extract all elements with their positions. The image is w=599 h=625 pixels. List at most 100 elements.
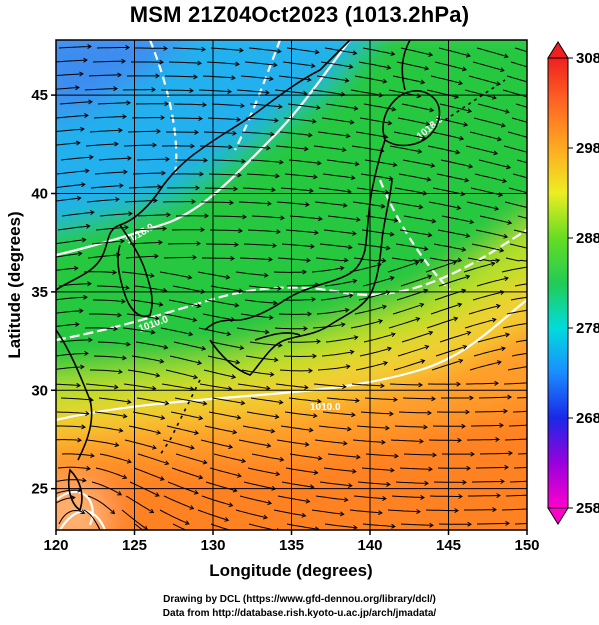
streamline-arrowhead <box>503 408 508 414</box>
streamline-arrowhead <box>426 176 432 182</box>
streamline-arrowhead <box>154 315 160 321</box>
streamline-arrowhead <box>347 244 353 250</box>
streamline <box>208 411 241 419</box>
streamline-arrowhead <box>383 134 389 140</box>
streamline-arrowhead <box>268 314 274 320</box>
streamline <box>173 103 207 106</box>
streamline-arrowhead <box>352 525 358 530</box>
streamline <box>358 291 391 301</box>
streamline <box>58 283 91 287</box>
streamline <box>56 439 82 441</box>
streamline-arrowhead <box>239 345 245 351</box>
streamline <box>132 411 165 419</box>
streamline <box>245 355 278 361</box>
streamline <box>166 425 199 434</box>
streamline <box>283 355 317 358</box>
streamline-arrowhead <box>301 512 307 518</box>
streamline <box>361 467 394 471</box>
streamline-arrowhead <box>495 258 501 264</box>
streamline-arrowhead <box>151 87 156 93</box>
streamline <box>84 88 118 91</box>
streamline <box>502 322 527 329</box>
streamline-arrowhead <box>421 135 427 140</box>
streamline-arrowhead <box>159 358 165 364</box>
streamline-arrowhead <box>161 170 166 176</box>
streamline <box>387 261 419 273</box>
streamline <box>504 201 527 208</box>
streamline-arrowhead <box>87 281 92 287</box>
streamline <box>354 75 387 83</box>
streamline-arrowhead <box>423 246 429 252</box>
streamline-arrowhead <box>382 304 387 310</box>
streamline <box>326 159 359 165</box>
isobar-1022 <box>148 40 178 176</box>
streamline-arrowhead <box>530 507 534 511</box>
streamline <box>56 425 86 428</box>
streamline-arrowhead <box>240 103 245 109</box>
streamline <box>472 61 504 72</box>
streamline <box>315 257 348 262</box>
streamline-arrowhead <box>428 330 434 336</box>
streamline-arrowhead <box>164 101 169 107</box>
streamline <box>94 411 127 418</box>
x-tick-label: 135 <box>279 537 304 554</box>
streamline-arrowhead <box>263 272 269 278</box>
streamline <box>359 117 392 124</box>
x-axis: 120 125 130 135 140 145 150 <box>43 530 540 554</box>
streamline-arrowhead <box>467 108 473 114</box>
streamline-arrowhead <box>385 425 390 431</box>
streamline <box>471 424 504 427</box>
streamline <box>468 495 501 497</box>
streamline-arrowhead <box>304 441 310 447</box>
streamline-arrowhead <box>76 195 82 201</box>
streamline-arrowhead <box>502 178 508 184</box>
streamline-arrowhead <box>279 456 285 462</box>
streamline-arrowhead <box>225 274 231 280</box>
streamline <box>349 509 382 514</box>
streamline-arrowhead <box>430 163 436 168</box>
streamline-arrowhead <box>456 381 461 387</box>
streamline-arrowhead <box>237 172 242 178</box>
streamline-arrowhead <box>312 413 318 419</box>
streamline <box>435 345 467 357</box>
streamline-arrowhead <box>265 385 271 391</box>
streamline-arrowhead <box>532 380 536 384</box>
streamline <box>92 60 125 63</box>
streamline <box>163 256 196 259</box>
streamline-arrowhead <box>270 131 275 137</box>
streamline <box>365 215 398 222</box>
streamline <box>90 185 123 189</box>
honshu-coast-south <box>209 179 393 376</box>
streamline-arrowhead <box>232 130 237 136</box>
streamline-arrowhead <box>354 161 360 167</box>
colorbar-max-arrow <box>547 41 569 59</box>
streamline <box>161 89 194 92</box>
streamline <box>397 345 429 357</box>
streamline-arrowhead <box>531 152 535 156</box>
streamline-arrowhead <box>153 198 158 204</box>
colorbar: 258 268 278 288 298 308 <box>547 41 599 525</box>
streamline <box>132 172 165 175</box>
streamline-arrowhead <box>152 142 157 148</box>
streamline <box>56 267 78 271</box>
streamline <box>91 240 124 245</box>
streamline-arrowhead <box>113 86 118 92</box>
streamline-arrowhead <box>277 285 282 291</box>
streamline <box>473 117 506 127</box>
streamline-arrowhead <box>540 350 544 354</box>
streamline <box>286 47 319 53</box>
streamline <box>287 103 320 109</box>
streamline-arrowhead <box>428 466 433 472</box>
streamline <box>503 382 527 385</box>
streamline <box>316 75 349 82</box>
streamline-arrowhead <box>80 126 85 132</box>
streamline <box>429 495 462 497</box>
streamline <box>127 130 160 133</box>
streamline <box>211 341 244 349</box>
streamline <box>58 45 92 49</box>
streamline <box>439 331 471 343</box>
streamline <box>512 410 527 413</box>
streamline-arrowhead <box>504 276 509 282</box>
streamline <box>159 271 192 279</box>
streamline-arrowhead <box>76 382 81 388</box>
